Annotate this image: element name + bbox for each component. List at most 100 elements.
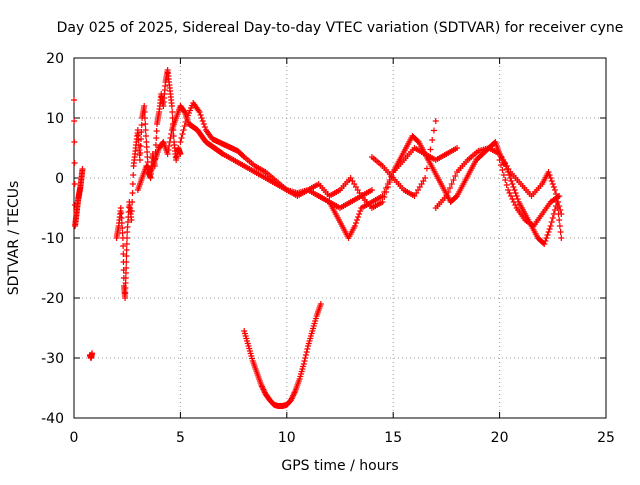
data-point-interp bbox=[352, 220, 359, 226]
data-point-interp bbox=[141, 109, 148, 115]
data-point-interp bbox=[166, 143, 173, 149]
data-point-interp bbox=[166, 139, 173, 145]
series-arc-c bbox=[113, 67, 184, 301]
data-point-interp bbox=[130, 172, 137, 178]
y-tick-label: 20 bbox=[46, 51, 64, 67]
x-axis: 0 5 10 15 20 25 bbox=[70, 58, 615, 446]
data-point bbox=[422, 175, 429, 181]
data-point-interp bbox=[383, 185, 390, 191]
data-point-interp bbox=[200, 121, 207, 127]
data-point-interp bbox=[304, 346, 311, 352]
data-point bbox=[368, 187, 375, 193]
series-arc-e bbox=[177, 100, 461, 211]
data-point-interp bbox=[509, 196, 516, 202]
series-arc-f bbox=[241, 301, 324, 409]
y-tick-label: 10 bbox=[46, 111, 64, 127]
data-point-interp bbox=[142, 121, 149, 127]
data-point-interp bbox=[71, 139, 78, 145]
data-point-interp bbox=[384, 181, 391, 187]
grid-lines bbox=[74, 58, 606, 418]
data-point-interp bbox=[181, 123, 188, 129]
data-point-interp bbox=[120, 251, 127, 257]
data-point-interp bbox=[556, 217, 563, 223]
series-arc-j bbox=[496, 157, 563, 229]
data-point-interp bbox=[507, 175, 514, 181]
data-point-interp bbox=[452, 173, 459, 179]
y-axis: -40 -30 -20 -10 0 10 20 bbox=[41, 51, 606, 427]
x-tick-label: 15 bbox=[384, 430, 402, 446]
x-tick-label: 20 bbox=[491, 430, 509, 446]
data-point-interp bbox=[123, 259, 130, 265]
data-point-interp bbox=[510, 184, 517, 190]
data-point-interp bbox=[502, 177, 509, 183]
data-point-interp bbox=[557, 207, 564, 213]
data-point-interp bbox=[123, 247, 130, 253]
data-point-interp bbox=[386, 177, 393, 183]
data-point-interp bbox=[153, 128, 160, 134]
data-point bbox=[556, 193, 563, 199]
data-point-interp bbox=[71, 160, 78, 166]
y-tick-label: 0 bbox=[55, 171, 64, 187]
data-point-interp bbox=[178, 135, 185, 141]
data-point-interp bbox=[512, 202, 519, 208]
data-point-interp bbox=[446, 185, 453, 191]
data-point-interp bbox=[547, 175, 554, 181]
data-point bbox=[89, 350, 96, 357]
data-point bbox=[496, 157, 503, 163]
data-point bbox=[432, 118, 439, 124]
data-point-interp bbox=[381, 189, 388, 195]
data-point-interp bbox=[550, 184, 557, 190]
data-point bbox=[71, 97, 77, 103]
data-point-interp bbox=[546, 172, 553, 178]
data-point-interp bbox=[545, 229, 552, 235]
data-point-interp bbox=[423, 165, 430, 172]
y-tick-label: -30 bbox=[41, 351, 64, 367]
data-point bbox=[141, 103, 148, 109]
data-point bbox=[351, 223, 358, 229]
data-point-interp bbox=[514, 196, 521, 202]
data-point-interp bbox=[355, 214, 362, 220]
data-point-interp bbox=[498, 162, 505, 168]
data-point bbox=[454, 145, 461, 151]
data-point-interp bbox=[165, 147, 172, 153]
data-point-interp bbox=[182, 119, 189, 125]
data-points bbox=[71, 67, 565, 409]
data-point bbox=[177, 151, 184, 157]
data-point bbox=[558, 211, 565, 217]
data-point-interp bbox=[448, 181, 455, 187]
data-point-interp bbox=[425, 156, 432, 162]
chart-title: Day 025 of 2025, Sidereal Day-to-day VTE… bbox=[57, 20, 624, 36]
data-point-interp bbox=[506, 172, 513, 178]
y-tick-label: -10 bbox=[41, 231, 64, 247]
data-point-interp bbox=[548, 178, 555, 184]
data-point-interp bbox=[123, 253, 130, 259]
data-point-interp bbox=[556, 223, 563, 229]
x-axis-label: GPS time / hours bbox=[281, 458, 398, 474]
data-point bbox=[164, 151, 171, 157]
data-point bbox=[123, 265, 130, 271]
data-point-interp bbox=[549, 181, 556, 187]
data-point-interp bbox=[499, 167, 506, 173]
data-point-interp bbox=[199, 118, 206, 124]
data-point-interp bbox=[510, 199, 517, 205]
series-arc-d bbox=[134, 103, 375, 211]
data-point-interp bbox=[354, 217, 361, 223]
data-point-interp bbox=[124, 235, 131, 241]
data-point-interp bbox=[198, 115, 205, 121]
data-point-interp bbox=[141, 115, 148, 121]
data-point-interp bbox=[429, 137, 436, 143]
data-point-interp bbox=[301, 358, 308, 364]
data-point-interp bbox=[71, 181, 78, 187]
data-point-interp bbox=[129, 181, 136, 187]
data-point-interp bbox=[356, 211, 363, 217]
data-point-interp bbox=[512, 190, 519, 196]
data-point-interp bbox=[543, 235, 550, 241]
data-point-interp bbox=[179, 131, 186, 137]
data-point bbox=[379, 193, 386, 199]
data-point-interp bbox=[201, 124, 208, 130]
data-point bbox=[168, 103, 175, 109]
data-point bbox=[551, 187, 558, 193]
data-point bbox=[443, 193, 450, 199]
